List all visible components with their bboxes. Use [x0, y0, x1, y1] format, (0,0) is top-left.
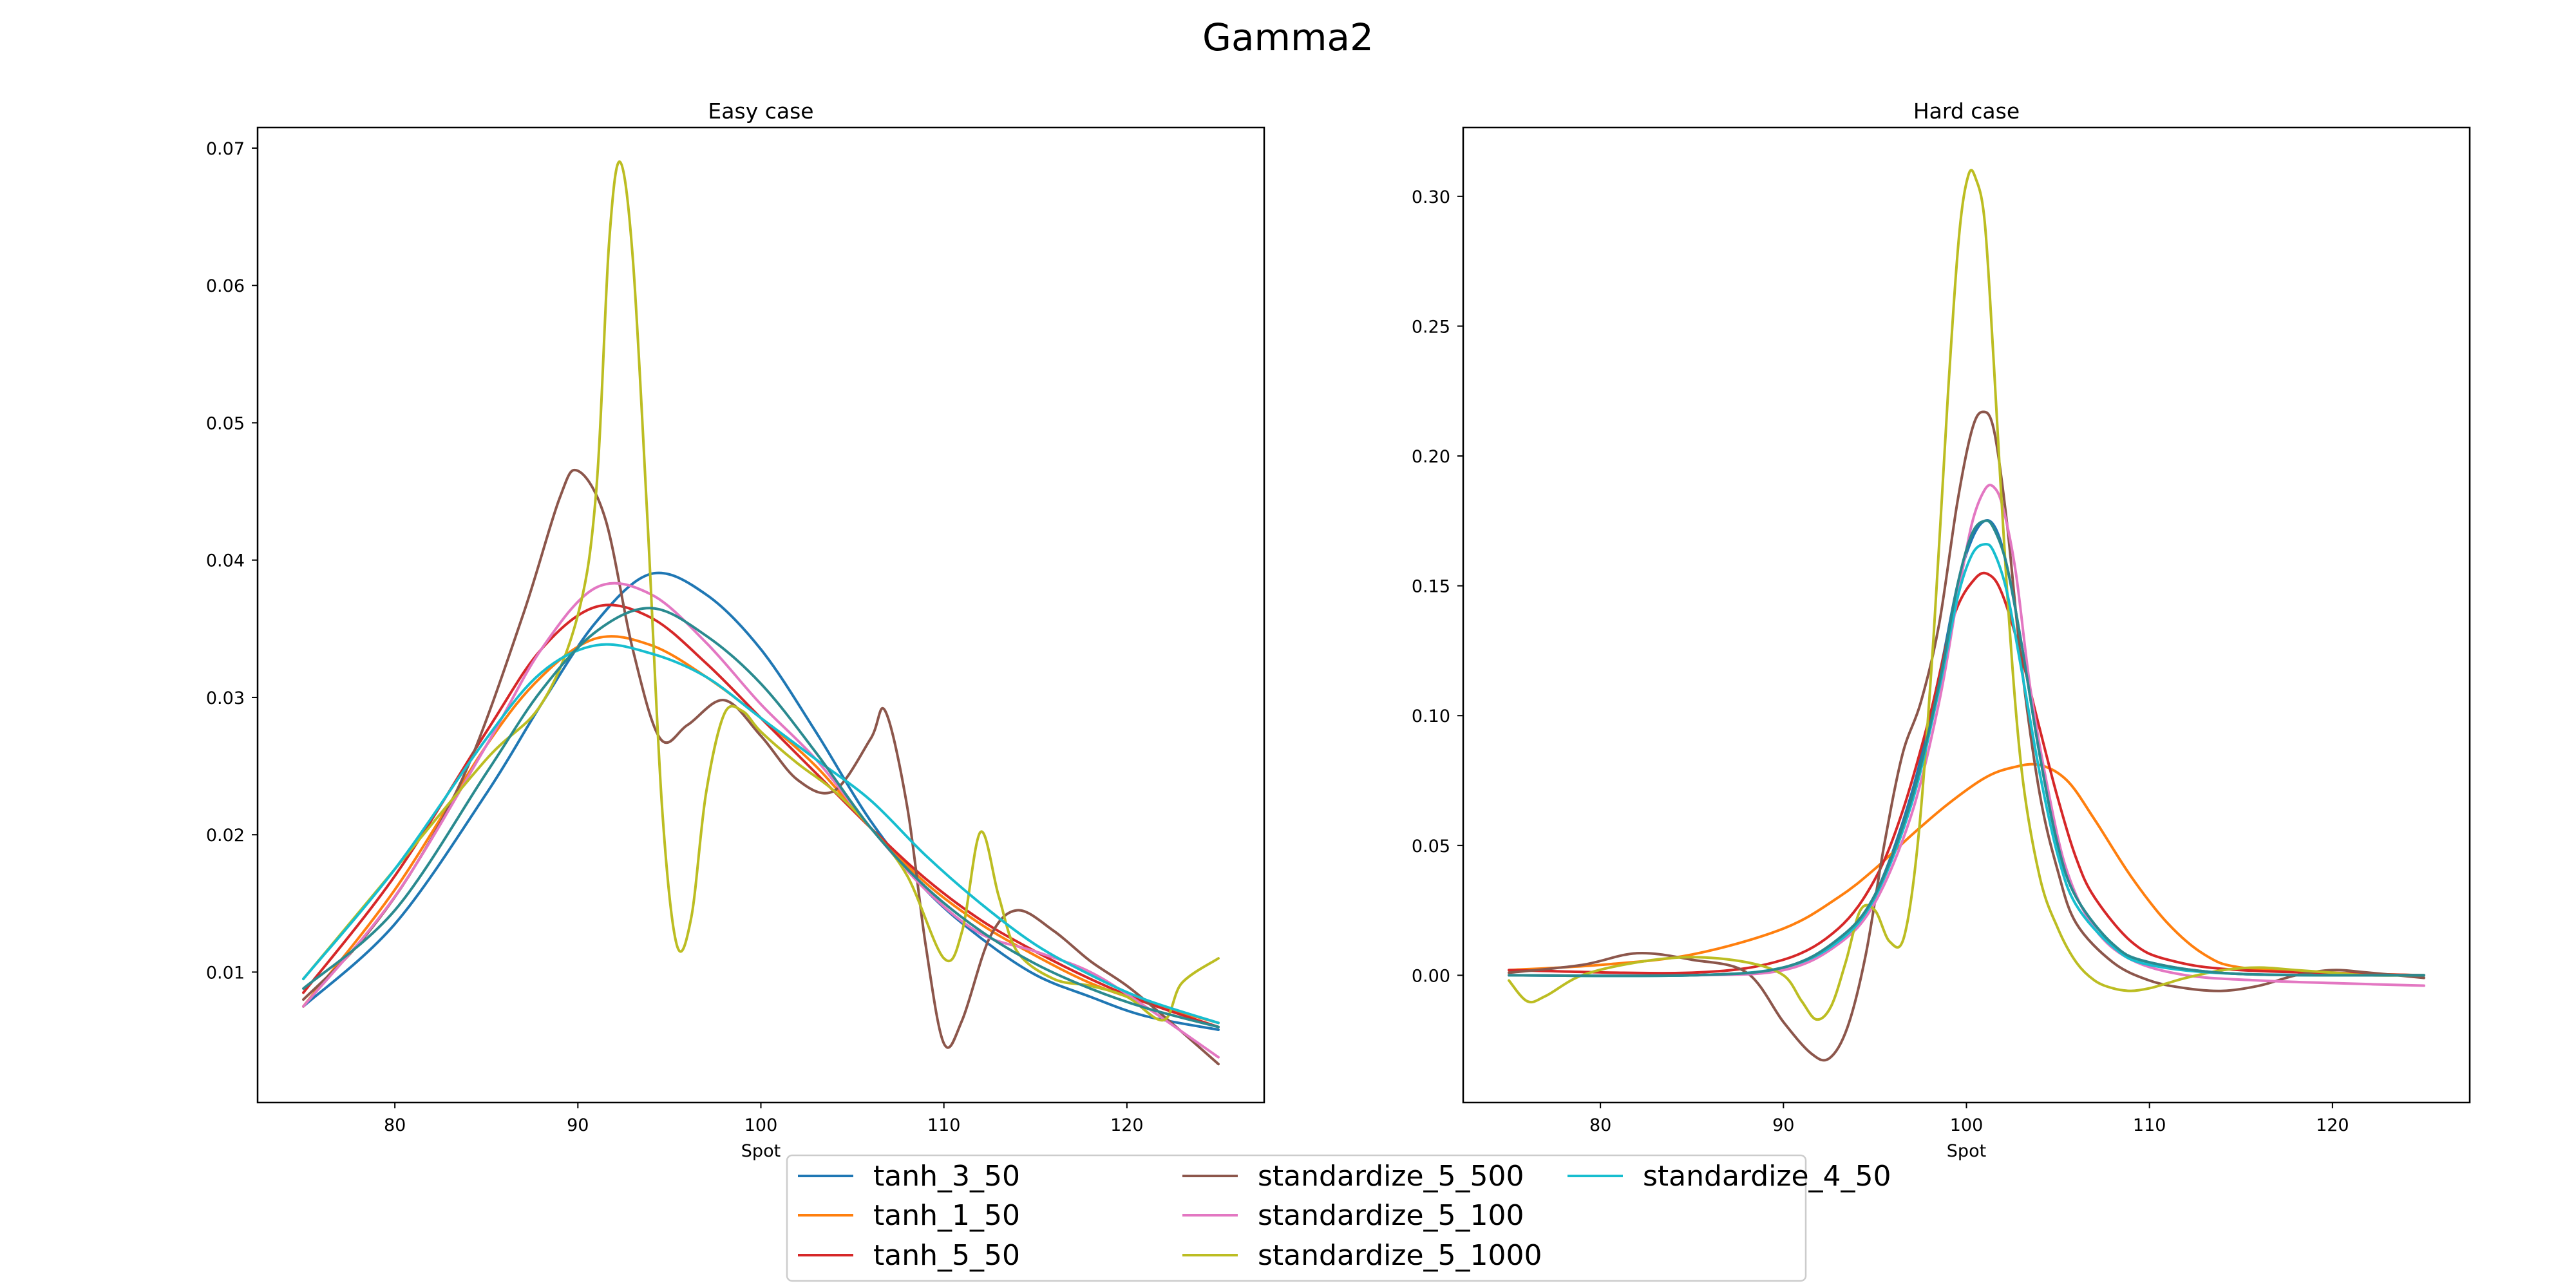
- figure-title: Gamma2: [1202, 15, 1374, 59]
- x-tick-label: 100: [744, 1115, 778, 1135]
- series-line-standardize_4_50: [1508, 542, 2425, 978]
- series-line-standardize_5_1000: [1508, 169, 2425, 1021]
- x-axis-label: Spot: [741, 1141, 781, 1161]
- series-line-unlabeled-7: [1508, 519, 2425, 978]
- x-tick-label: 80: [1589, 1115, 1611, 1135]
- series-line-standardize_5_500: [302, 468, 1220, 1066]
- x-tick-label: 90: [1772, 1115, 1794, 1135]
- axes-title: Easy case: [708, 99, 813, 124]
- y-tick-label: 0.03: [206, 688, 245, 708]
- y-tick-label: 0.05: [206, 413, 245, 433]
- y-tick-label: 0.25: [1412, 317, 1450, 337]
- legend-label-tanh_1_50: tanh_1_50: [873, 1199, 1020, 1232]
- x-tick-label: 120: [2316, 1115, 2349, 1135]
- x-tick-label: 120: [1110, 1115, 1144, 1135]
- y-tick-label: 0.02: [206, 826, 245, 846]
- y-tick-label: 0.15: [1412, 577, 1450, 597]
- axes-layer: 80 90 100 110 120 0.01 0.02 0.03 0.04 0.05 0.06 0.0…: [206, 99, 2471, 1161]
- series-line-unlabeled-7: [302, 607, 1220, 1028]
- legend-label-standardize_5_500: standardize_5_500: [1258, 1160, 1524, 1193]
- x-tick-label: 110: [927, 1115, 961, 1135]
- x-tick-label: 100: [1950, 1115, 1984, 1135]
- legend-label-tanh_3_50: tanh_3_50: [873, 1160, 1020, 1193]
- legend-label-standardize_5_1000: standardize_5_1000: [1258, 1239, 1542, 1272]
- x-tick-label: 90: [567, 1115, 589, 1135]
- y-tick-label: 0.30: [1412, 187, 1450, 207]
- y-tick-label: 0.20: [1412, 447, 1450, 467]
- series-line-tanh_5_50: [1508, 571, 2425, 977]
- legend-label-standardize_4_50: standardize_4_50: [1643, 1160, 1891, 1193]
- x-tick-label: 110: [2133, 1115, 2166, 1135]
- y-tick-label: 0.01: [206, 963, 245, 983]
- series-line-standardize_5_100: [1508, 484, 2425, 987]
- x-tick-label: 80: [384, 1115, 406, 1135]
- series-line-standardize_5_1000: [302, 160, 1220, 1022]
- axes-1: 80 90 100 110 120 0.00 0.05 0.10 0.15 0.20 0.25 0.3…: [1412, 99, 2471, 1161]
- series-group: [302, 160, 1220, 1066]
- y-tick-label: 0.00: [1412, 966, 1450, 986]
- series-line-standardize_5_500: [1508, 410, 2425, 1062]
- legend: tanh_3_50 tanh_1_50 tanh_5_50 standardize_5…: [786, 1154, 1891, 1282]
- y-tick-label: 0.05: [1412, 837, 1450, 857]
- legend-box: [786, 1154, 1807, 1282]
- legend-label-standardize_5_100: standardize_5_100: [1258, 1199, 1524, 1232]
- series-group: [1508, 169, 2425, 1062]
- series-line-tanh_1_50: [1508, 762, 2425, 977]
- series-line-standardize_5_100: [302, 582, 1220, 1059]
- series-line-standardize_4_50: [302, 643, 1220, 1025]
- axes-title: Hard case: [1913, 99, 2020, 124]
- legend-label-tanh_5_50: tanh_5_50: [873, 1239, 1020, 1272]
- x-axis-label: Spot: [1947, 1141, 1986, 1161]
- y-tick-label: 0.04: [206, 551, 245, 571]
- y-tick-label: 0.10: [1412, 706, 1450, 726]
- series-line-tanh_3_50: [302, 571, 1220, 1031]
- y-tick-label: 0.07: [206, 139, 245, 159]
- axes-0: 80 90 100 110 120 0.01 0.02 0.03 0.04 0.05 0.06 0.0…: [206, 99, 1265, 1161]
- y-tick-label: 0.06: [206, 276, 245, 296]
